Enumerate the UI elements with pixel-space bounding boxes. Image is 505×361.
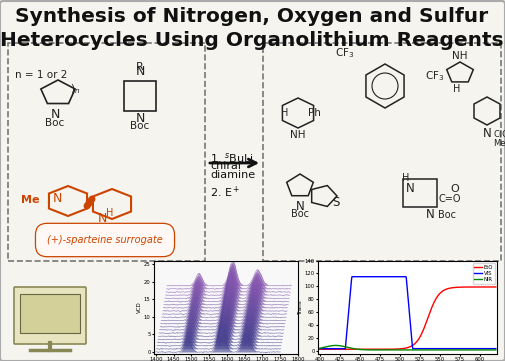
Text: Me: Me [493, 139, 505, 148]
Bar [8, 43, 205, 261]
NIR [493, 348, 499, 352]
Line: NIR: NIR [320, 345, 496, 350]
Text: Boc: Boc [130, 121, 149, 131]
Text: NH: NH [452, 51, 468, 61]
Text: )$_n$: )$_n$ [70, 82, 80, 96]
Text: H: H [402, 173, 410, 183]
Text: Synthesis of Nitrogen, Oxygen and Sulfur
Heterocycles Using Organolithium Reagen: Synthesis of Nitrogen, Oxygen and Sulfur… [0, 7, 504, 49]
Text: H: H [106, 208, 114, 218]
VIS [387, 274, 393, 279]
EtO [445, 287, 451, 291]
NIR [428, 348, 434, 352]
NIR [317, 346, 323, 351]
VIS [338, 347, 344, 351]
Legend: EtO, VIS, NIR: EtO, VIS, NIR [473, 263, 495, 283]
NIR [445, 348, 451, 352]
VIS [428, 347, 434, 351]
Text: Boc: Boc [291, 209, 309, 219]
Text: H: H [453, 84, 461, 94]
Text: R: R [136, 62, 144, 72]
EtO [374, 347, 380, 352]
Text: CF$_3$: CF$_3$ [335, 46, 355, 60]
Text: N: N [483, 127, 491, 140]
NIR [387, 348, 393, 352]
VIS [493, 347, 499, 351]
VIS [445, 347, 451, 351]
EtO [493, 285, 499, 289]
Text: 2. E$^+$: 2. E$^+$ [210, 185, 240, 200]
Text: N: N [295, 200, 305, 213]
Text: chiral: chiral [210, 161, 241, 171]
Y-axis label: Trans: Trans [298, 300, 303, 314]
NIR [445, 348, 451, 352]
NIR [338, 344, 344, 348]
Text: N: N [406, 183, 415, 196]
VIS [375, 274, 381, 279]
NIR [375, 348, 381, 352]
Text: N: N [97, 212, 107, 225]
Text: N: N [135, 65, 145, 78]
Text: n = 1 or 2: n = 1 or 2 [15, 70, 67, 80]
EtO [386, 347, 392, 351]
Bar [263, 43, 501, 261]
Bar [20, 294, 80, 333]
Text: S: S [332, 196, 340, 209]
FancyBboxPatch shape [14, 287, 86, 344]
Text: Boc: Boc [45, 118, 65, 128]
Text: 1. $^s$BuLi: 1. $^s$BuLi [210, 151, 254, 165]
Text: Ph: Ph [308, 108, 321, 118]
Text: O: O [450, 184, 460, 194]
Text: CF$_3$: CF$_3$ [425, 69, 445, 83]
Bar [8, 43, 205, 261]
NIR [431, 348, 437, 352]
Text: C=O: C=O [439, 194, 461, 204]
Line: EtO: EtO [320, 287, 496, 349]
Text: H: H [281, 108, 288, 118]
VIS [349, 274, 355, 279]
Text: N: N [50, 108, 60, 121]
Text: N: N [426, 208, 434, 221]
Text: C(O): C(O) [493, 130, 505, 139]
Text: NH: NH [290, 130, 306, 140]
Line: VIS: VIS [320, 277, 496, 349]
Text: (+)-sparteine surrogate: (+)-sparteine surrogate [47, 235, 163, 245]
Text: diamine: diamine [210, 170, 255, 180]
Text: Boc: Boc [438, 210, 456, 220]
VIS [317, 347, 323, 351]
EtO [338, 347, 344, 352]
EtO [317, 347, 323, 352]
EtO [444, 287, 450, 291]
Text: N: N [135, 112, 145, 125]
Y-axis label: VCD: VCD [137, 301, 142, 313]
NIR [333, 343, 339, 348]
VIS [444, 347, 450, 351]
EtO [428, 309, 434, 313]
Text: N: N [53, 192, 62, 205]
Text: Me: Me [22, 195, 40, 205]
Bar [263, 43, 501, 261]
